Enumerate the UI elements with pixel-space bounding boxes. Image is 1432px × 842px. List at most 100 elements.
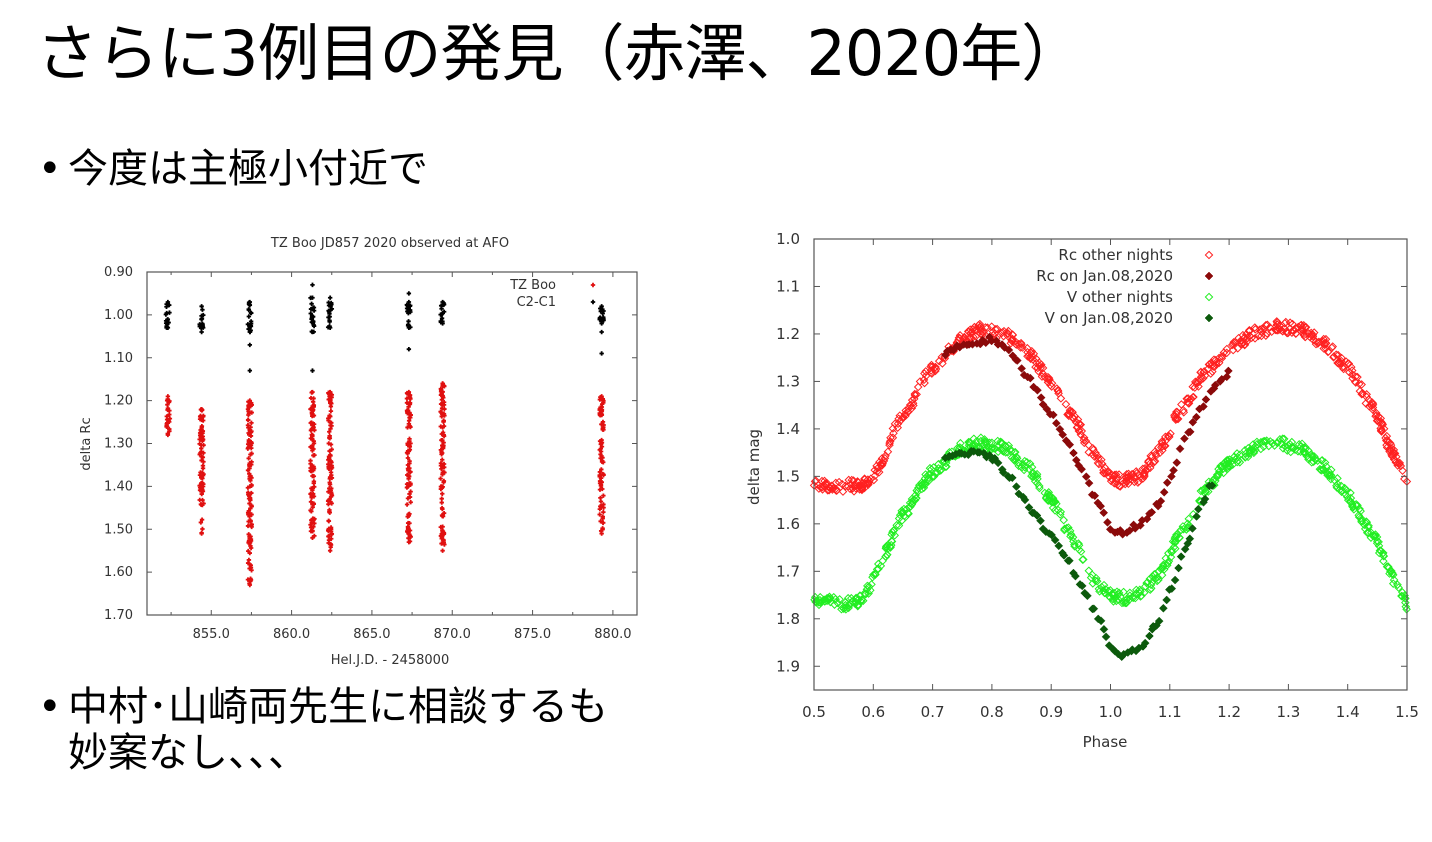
data-point-tz-boo: [247, 514, 252, 519]
x-tick-label: 1.1: [1158, 703, 1182, 721]
data-point-c2-c1: [309, 301, 314, 307]
x-tick-label: 0.5: [802, 703, 826, 721]
data-point-tz-boo: [309, 486, 314, 491]
data-point-rc-other: [856, 481, 866, 490]
data-point-rc-other: [975, 319, 985, 329]
data-point-v-other: [1397, 592, 1407, 601]
data-point-rc-other: [1150, 456, 1160, 466]
data-point-rc-other: [983, 323, 992, 333]
data-point-v-other: [1276, 439, 1286, 449]
data-point-v-jan08: [1101, 632, 1111, 642]
data-point-tz-boo: [199, 417, 204, 423]
data-point-v-other: [925, 463, 935, 473]
data-point-rc-jan08: [1042, 404, 1052, 414]
data-point-v-other: [979, 439, 989, 449]
data-point-tz-boo: [245, 523, 251, 529]
data-point-tz-boo: [311, 413, 317, 418]
data-point-v-other: [887, 530, 896, 539]
data-point-rc-other: [1368, 405, 1378, 415]
data-point-v-other: [1000, 442, 1010, 451]
legend-marker-rc-jan08: [1204, 271, 1214, 281]
data-point-tz-boo: [246, 540, 251, 545]
y-tick-label: 1.6: [776, 515, 800, 533]
data-point-tz-boo: [198, 427, 203, 433]
data-point-tz-boo: [601, 493, 606, 498]
data-point-c2-c1: [406, 325, 412, 330]
data-point-v-other: [1354, 510, 1364, 520]
data-point-outlier: [599, 351, 604, 356]
data-point-rc-jan08: [1017, 364, 1027, 373]
data-point-v-other: [1097, 582, 1106, 592]
y-tick-label: 1.0: [776, 230, 800, 248]
data-point-tz-boo: [407, 410, 412, 415]
data-point-tz-boo: [246, 456, 251, 461]
data-point-v-other: [1287, 442, 1297, 452]
data-point-v-other: [1212, 470, 1222, 480]
data-point-rc-other: [828, 481, 837, 491]
data-point-tz-boo: [198, 470, 203, 475]
data-point-tz-boo: [245, 441, 251, 447]
data-point-tz-boo: [329, 460, 334, 465]
data-point-tz-boo: [201, 471, 206, 477]
legend-marker-c2-c1: [590, 299, 596, 305]
data-point-v-jan08: [1154, 616, 1164, 626]
data-point-rc-other: [886, 433, 895, 443]
data-point-rc-other: [1245, 325, 1254, 335]
data-point-tz-boo: [249, 490, 254, 496]
data-point-tz-boo: [311, 524, 316, 529]
phase-folded-light-curve-chart: delta mag Phase 1.0 1.1 1.2 1.3 1.4 1.5 1.6 1.7…: [745, 230, 1419, 751]
data-point-v-other: [1167, 547, 1177, 557]
plot-frame: [146, 271, 638, 616]
data-point-tz-boo: [245, 423, 251, 428]
data-point-v-other: [1337, 487, 1346, 497]
data-point-rc-other: [846, 480, 856, 489]
data-point-rc-other: [896, 416, 905, 425]
data-point-v-other: [1127, 592, 1137, 602]
data-point-v-other: [1076, 547, 1086, 556]
data-point-v-other: [1326, 465, 1336, 475]
data-point-v-other: [911, 494, 921, 503]
data-point-rc-other: [1056, 394, 1066, 403]
data-points: [163, 282, 606, 588]
data-point-tz-boo: [407, 395, 412, 400]
data-point-rc-other: [1337, 353, 1346, 363]
data-point-tz-boo: [439, 505, 445, 511]
data-point-tz-boo: [312, 452, 317, 458]
data-point-rc-other: [910, 389, 920, 399]
data-point-rc-jan08: [1048, 410, 1058, 420]
data-point-v-other: [910, 495, 920, 505]
data-point-v-other: [831, 594, 840, 604]
data-point-tz-boo: [327, 394, 332, 399]
data-point-v-other: [1074, 539, 1083, 548]
data-point-tz-boo: [440, 412, 445, 417]
data-point-rc-other: [1160, 436, 1170, 446]
x-tick-label: 865.0: [353, 627, 390, 642]
data-point-rc-other: [1044, 373, 1054, 383]
data-point-v-other: [1041, 494, 1051, 503]
data-point-rc-other: [1164, 431, 1173, 441]
data-point-rc-other: [1097, 459, 1107, 469]
y-tick-label: 1.70: [104, 608, 133, 623]
data-point-v-other: [1066, 532, 1075, 541]
data-point-tz-boo: [328, 398, 333, 403]
data-point-tz-boo: [164, 398, 170, 403]
data-point-rc-other: [968, 325, 978, 334]
data-point-tz-boo: [438, 524, 443, 530]
data-point-v-other: [1010, 447, 1020, 457]
data-point-rc-other: [1161, 432, 1170, 442]
data-point-rc-other: [1124, 479, 1133, 489]
y-tick-label: 1.50: [104, 522, 133, 537]
data-point-tz-boo: [327, 389, 333, 395]
data-point-v-jan08: [1050, 535, 1060, 545]
data-point-v-other: [921, 479, 930, 489]
data-point-v-other: [1382, 562, 1392, 571]
data-point-tz-boo: [200, 526, 205, 532]
data-point-tz-boo: [200, 430, 205, 436]
data-point-v-other: [1401, 598, 1410, 607]
data-point-v-other: [1065, 526, 1075, 536]
data-point-v-other: [1275, 435, 1285, 444]
y-tick-label: 1.7: [776, 562, 800, 580]
data-point-c2-c1: [326, 308, 331, 313]
data-point-rc-other: [1038, 363, 1048, 373]
data-point-c2-c1: [248, 324, 254, 329]
